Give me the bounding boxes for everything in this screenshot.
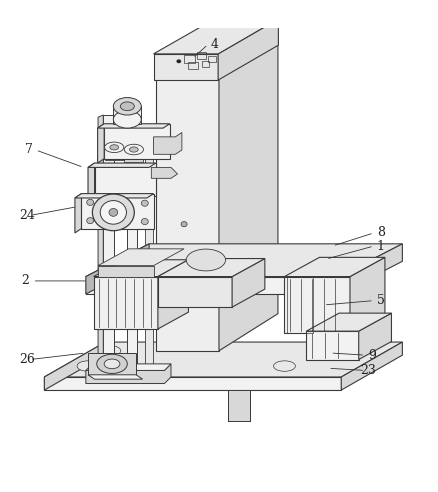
Polygon shape	[219, 34, 278, 351]
Ellipse shape	[113, 111, 141, 128]
Ellipse shape	[274, 361, 295, 371]
Polygon shape	[75, 194, 153, 198]
Polygon shape	[98, 249, 184, 266]
Text: 7: 7	[25, 144, 32, 156]
Ellipse shape	[186, 249, 226, 271]
Text: 5: 5	[377, 294, 385, 307]
Ellipse shape	[109, 209, 118, 216]
Polygon shape	[359, 313, 392, 360]
Polygon shape	[158, 259, 265, 277]
Polygon shape	[113, 106, 141, 124]
Ellipse shape	[77, 361, 99, 371]
Polygon shape	[104, 124, 170, 159]
Ellipse shape	[99, 345, 121, 356]
Text: 9: 9	[368, 349, 376, 362]
Ellipse shape	[181, 221, 187, 227]
Polygon shape	[341, 342, 403, 390]
Ellipse shape	[141, 200, 148, 206]
Polygon shape	[81, 194, 153, 229]
Ellipse shape	[130, 147, 138, 152]
Polygon shape	[306, 331, 359, 360]
Polygon shape	[155, 34, 278, 71]
Polygon shape	[98, 124, 104, 163]
Polygon shape	[86, 364, 171, 370]
Polygon shape	[86, 244, 149, 294]
Ellipse shape	[177, 60, 181, 63]
Ellipse shape	[120, 102, 134, 111]
Polygon shape	[44, 342, 106, 390]
Ellipse shape	[330, 350, 352, 361]
Polygon shape	[155, 71, 219, 351]
Ellipse shape	[87, 199, 94, 205]
Polygon shape	[88, 163, 155, 167]
Polygon shape	[88, 375, 143, 379]
Polygon shape	[285, 257, 385, 277]
Polygon shape	[218, 19, 279, 80]
Polygon shape	[285, 277, 350, 333]
Text: 2: 2	[21, 275, 29, 287]
Ellipse shape	[113, 97, 141, 115]
Text: 26: 26	[19, 353, 35, 366]
Polygon shape	[86, 244, 403, 277]
Polygon shape	[306, 313, 392, 331]
Polygon shape	[153, 54, 218, 80]
Ellipse shape	[105, 142, 124, 153]
Ellipse shape	[181, 283, 187, 288]
Ellipse shape	[141, 218, 148, 225]
Polygon shape	[153, 132, 182, 154]
Text: 23: 23	[360, 364, 376, 377]
Polygon shape	[44, 377, 341, 390]
Ellipse shape	[110, 145, 119, 150]
Polygon shape	[127, 115, 137, 377]
Ellipse shape	[87, 217, 94, 224]
Polygon shape	[75, 194, 81, 233]
Polygon shape	[103, 115, 114, 377]
Polygon shape	[158, 260, 188, 329]
Polygon shape	[350, 257, 385, 333]
Polygon shape	[105, 147, 124, 159]
Polygon shape	[94, 260, 188, 277]
Ellipse shape	[97, 354, 127, 373]
Polygon shape	[88, 163, 95, 200]
Text: 4: 4	[211, 38, 219, 51]
Text: 8: 8	[377, 226, 385, 240]
Polygon shape	[86, 364, 171, 384]
Text: 1: 1	[377, 240, 385, 252]
Polygon shape	[158, 277, 232, 307]
Polygon shape	[86, 277, 339, 294]
Polygon shape	[232, 259, 265, 307]
Polygon shape	[124, 150, 144, 162]
Polygon shape	[228, 390, 250, 421]
Ellipse shape	[124, 144, 144, 155]
Polygon shape	[98, 266, 153, 277]
Polygon shape	[94, 277, 158, 329]
Polygon shape	[44, 342, 403, 377]
Ellipse shape	[92, 194, 134, 231]
Ellipse shape	[181, 252, 187, 257]
Polygon shape	[145, 132, 152, 377]
Polygon shape	[153, 19, 279, 54]
Polygon shape	[88, 353, 136, 375]
Polygon shape	[98, 124, 170, 128]
Text: 24: 24	[19, 209, 35, 222]
Polygon shape	[98, 115, 103, 379]
Ellipse shape	[100, 201, 127, 224]
Ellipse shape	[104, 359, 120, 369]
Polygon shape	[339, 244, 403, 294]
Polygon shape	[151, 167, 177, 178]
Polygon shape	[95, 163, 155, 196]
